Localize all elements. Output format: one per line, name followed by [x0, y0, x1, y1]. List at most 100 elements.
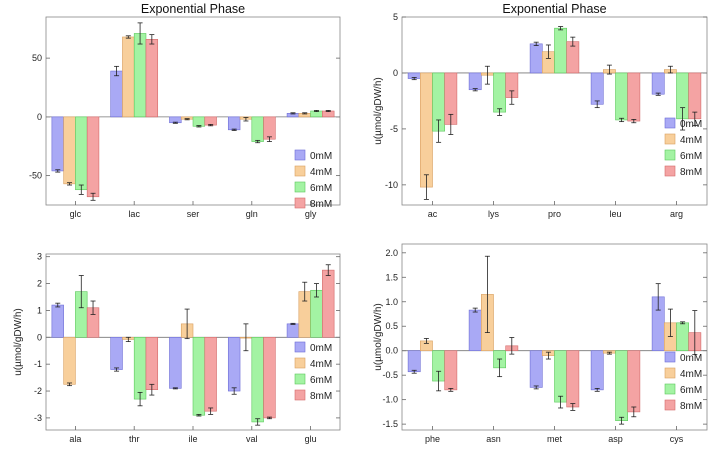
bar-glc-4mM: [63, 116, 76, 185]
legend-swatch: [294, 373, 306, 385]
legend: 0mM 4mM 6mM 8mM: [664, 117, 702, 178]
y-tick-label: 3: [37, 252, 42, 262]
legend-swatch: [294, 357, 306, 369]
y-tick-label: -2: [34, 386, 42, 396]
legend-label: 4mM: [310, 359, 332, 370]
y-tick-label: -5: [390, 124, 398, 134]
legend: 0mM 4mM 6mM 8mM: [294, 341, 332, 402]
y-tick-label: 0: [37, 112, 42, 122]
x-tick-label: phe: [425, 434, 440, 444]
y-tick-label: -1.5: [382, 419, 398, 429]
y-axis-label: u(µmol/gDW/h): [373, 303, 384, 370]
y-tick-label: -1.0: [382, 395, 398, 405]
legend-label: 8mM: [680, 167, 702, 178]
legend-label: 8mM: [680, 401, 702, 412]
bar-asp-0mM: [590, 350, 604, 391]
bar-ser-6mM: [192, 116, 206, 127]
chart-title: Exponential Phase: [502, 2, 606, 16]
x-tick-label: arg: [670, 209, 683, 219]
bar-lac-6mM: [133, 33, 147, 118]
bar-met-0mM: [529, 350, 543, 388]
legend-label: 6mM: [310, 183, 332, 194]
y-tick-label: -10: [385, 180, 398, 190]
bar-glu-8mM: [322, 269, 335, 338]
x-tick-label: asp: [608, 434, 623, 444]
bar-cys-6mM: [676, 322, 689, 352]
bar-gln-6mM: [251, 116, 264, 142]
legend-swatch: [664, 165, 676, 177]
bar-ala-0mM: [51, 304, 64, 338]
bar-pro-6mM: [554, 27, 567, 74]
bar-thr-8mM: [145, 336, 159, 390]
bar-gln-8mM: [263, 116, 276, 140]
bar-phe-0mM: [407, 350, 421, 373]
x-tick-label: ser: [187, 209, 200, 219]
y-tick-label: 0.0: [385, 346, 398, 356]
y-tick-label: 2.0: [385, 248, 398, 258]
bar-val-8mM: [263, 336, 276, 419]
bar-lac-4mM: [122, 36, 135, 118]
legend-swatch: [664, 351, 676, 363]
legend-swatch: [294, 341, 306, 353]
legend-label: 6mM: [680, 385, 702, 396]
bar-glu-0mM: [286, 323, 300, 338]
chart-panel-4: u(µmol/gDW/h) -1.5 -1.0 -0.5 0.0 0.5 1.0 1.5 2.0…: [373, 243, 708, 444]
x-tick-label: ile: [188, 434, 197, 444]
bar-lys-6mM: [493, 72, 506, 113]
bar-glc-0mM: [51, 116, 64, 172]
y-tick-label: 2: [37, 279, 42, 289]
legend-label: 0mM: [680, 119, 702, 130]
y-tick-label: 5: [393, 12, 398, 22]
x-tick-label: leu: [609, 209, 621, 219]
bar-ile-6mM: [192, 336, 206, 416]
x-tick-label: cys: [670, 434, 684, 444]
y-tick-label: -0.5: [382, 370, 398, 380]
bar-arg-0mM: [651, 72, 665, 95]
bar-ac-4mM: [419, 72, 433, 188]
x-tick-label: thr: [129, 434, 140, 444]
legend-label: 6mM: [680, 151, 702, 162]
legend-swatch: [294, 165, 306, 177]
x-tick-label: lac: [128, 209, 140, 219]
bar-ala-4mM: [63, 336, 76, 385]
legend-swatch: [664, 383, 676, 395]
y-tick-label: -50: [29, 171, 42, 181]
bar-leu-0mM: [590, 72, 604, 105]
bar-thr-0mM: [110, 336, 123, 370]
bar-ser-8mM: [204, 116, 217, 126]
bar-val-0mM: [227, 336, 241, 392]
x-tick-label: asn: [486, 434, 501, 444]
y-axis-label: u(µmol/gDW/h): [373, 77, 384, 144]
y-tick-label: 1: [37, 305, 42, 315]
bar-leu-8mM: [627, 72, 641, 122]
x-tick-label: ala: [69, 434, 81, 444]
bar-ile-8mM: [204, 336, 217, 412]
y-tick-label: 50: [32, 53, 42, 63]
bar-asp-6mM: [615, 350, 628, 421]
y-tick-label: 0.5: [385, 321, 398, 331]
y-tick-label: 1.0: [385, 297, 398, 307]
bar-phe-8mM: [444, 350, 458, 391]
x-tick-label: gly: [305, 209, 317, 219]
legend-swatch: [664, 399, 676, 411]
bar-lys-0mM: [468, 72, 482, 91]
chart-panel-3: u(µmol/gDW/h) -3 -2 -1 0 1 2 3 ala thr ile val glu 0m…: [13, 252, 341, 444]
legend-swatch: [664, 133, 676, 145]
x-tick-label: pro: [548, 209, 561, 219]
bar-ile-0mM: [169, 336, 182, 389]
x-tick-label: glc: [70, 209, 82, 219]
legend-label: 0mM: [310, 343, 332, 354]
legend: 0mM 4mM 6mM 8mM: [294, 149, 332, 210]
bar-gln-0mM: [227, 116, 241, 131]
y-tick-label: 0: [393, 68, 398, 78]
legend-label: 0mM: [310, 151, 332, 162]
legend-label: 0mM: [680, 353, 702, 364]
bar-lac-0mM: [110, 70, 123, 118]
legend-swatch: [294, 149, 306, 161]
legend-swatch: [664, 367, 676, 379]
bar-met-6mM: [554, 350, 567, 403]
y-axis-label: u(µmol/gDW/h): [13, 308, 24, 375]
legend-swatch: [294, 389, 306, 401]
legend-swatch: [664, 117, 676, 129]
